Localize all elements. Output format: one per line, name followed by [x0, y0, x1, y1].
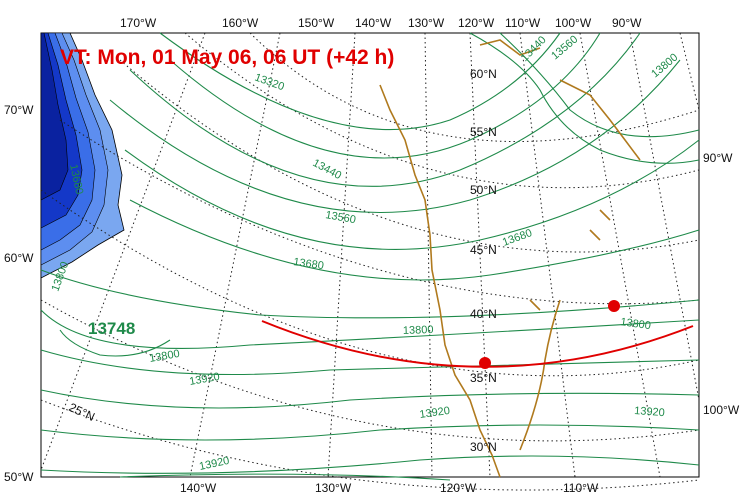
lon-label: 170°W [120, 16, 157, 30]
contour-label: 13920 [188, 371, 220, 388]
contour-label: 13920 [198, 455, 230, 473]
left-label: 60°W [4, 251, 34, 265]
contour-label: 13800 [403, 324, 434, 337]
graticule [40, 32, 700, 491]
contour-label: 13680 [293, 256, 325, 272]
lat-label: 30°N [470, 440, 497, 454]
height-contours [40, 32, 700, 481]
contour-label: 13440 [519, 34, 549, 64]
lon-label: 140°W [355, 16, 392, 30]
section-end-marker [608, 300, 620, 312]
lon-label: 120°W [440, 481, 477, 495]
lon-label: 140°W [180, 481, 217, 495]
lon-label: 110°W [563, 481, 599, 495]
lat-label: 50°N [470, 183, 497, 197]
cross-section [261, 300, 694, 369]
low-center-label: 13748 [88, 319, 135, 338]
right-label: 100°W [703, 403, 740, 417]
side-labels: 70°W 60°W 50°W 90°W 100°W [4, 103, 740, 484]
lat-label: 55°N [470, 125, 497, 139]
lon-label: 150°W [298, 16, 335, 30]
lat-label: 25°N [67, 400, 97, 424]
lat-label: 40°N [470, 307, 497, 321]
contour-label: 13560 [549, 33, 580, 62]
coastline [379, 39, 641, 478]
lon-label: 160°W [222, 16, 259, 30]
contour-label: 13920 [419, 405, 451, 421]
bottom-lon-labels: 140°W 130°W 120°W 110°W [180, 481, 599, 495]
contour-label: 13440 [311, 157, 344, 182]
contour-label: 13800 [620, 316, 652, 332]
lon-label: 130°W [408, 16, 445, 30]
contour-label: 13320 [253, 72, 286, 94]
lat-label: 60°N [470, 67, 497, 81]
lon-label: 110°W [505, 16, 541, 30]
lon-label: 120°W [458, 16, 495, 30]
lon-label: 100°W [555, 16, 592, 30]
shaded-region [40, 32, 125, 279]
lon-label: 130°W [315, 481, 352, 495]
contour-label: 13920 [634, 405, 665, 419]
top-lon-labels: 170°W 160°W 150°W 140°W 130°W 120°W 110°… [120, 16, 642, 30]
contour-labels: 13320 13440 13560 13680 13800 13920 1368… [50, 33, 681, 472]
lat-label: 35°N [470, 371, 497, 385]
lat-label: 45°N [470, 243, 497, 257]
lon-label: 90°W [612, 16, 642, 30]
right-label: 90°W [703, 151, 733, 165]
contour-label: 13800 [148, 348, 180, 365]
map-title: VT: Mon, 01 May 06, 06 UT (+42 h) [60, 46, 394, 69]
section-line [261, 320, 694, 368]
contour-label: 13560 [324, 209, 356, 226]
section-midpoint-marker [479, 357, 491, 369]
left-label: 70°W [4, 103, 34, 117]
left-label: 50°W [4, 470, 34, 484]
